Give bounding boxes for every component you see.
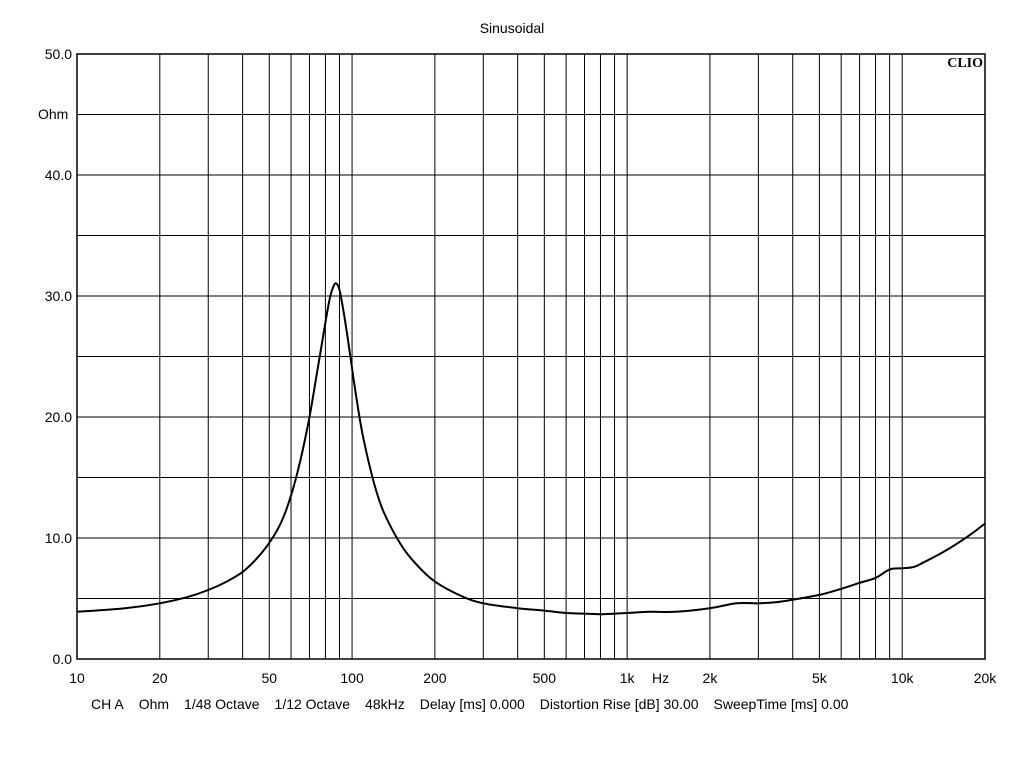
x-tick-label: 10: [69, 670, 85, 686]
x-tick-label: 1k: [620, 670, 636, 686]
chart-title: Sinusoidal: [480, 20, 545, 36]
y-tick-label: 20.0: [45, 409, 72, 425]
distortion-rise-label: Distortion Rise [dB] 30.00: [539, 696, 699, 712]
delay-label: Delay [ms] 0.000: [419, 696, 525, 712]
y-tick-label: 40.0: [45, 167, 72, 183]
y-axis: 0.0 10.0 20.0 30.0 40.0 50.0: [45, 46, 72, 667]
brand-watermark: CLIO: [947, 56, 983, 71]
x-tick-label: 20k: [974, 670, 998, 686]
sweep-time-label: SweepTime [ms] 0.00: [713, 696, 849, 712]
x-axis-label: Hz: [652, 670, 669, 686]
y-tick-label: 30.0: [45, 288, 72, 304]
x-tick-label: 5k: [812, 670, 828, 686]
impedance-series-line: [76, 282, 986, 616]
y-axis-label: Ohm: [38, 106, 68, 122]
y-tick-label: 0.0: [53, 651, 73, 667]
x-tick-label: 20: [152, 670, 168, 686]
x-tick-label: 50: [261, 670, 277, 686]
smoothing-label: 1/48 Octave: [184, 696, 260, 712]
unit-label: Ohm: [138, 696, 170, 712]
resolution-label: 1/12 Octave: [274, 696, 351, 712]
x-tick-label: 200: [423, 670, 447, 686]
x-tick-label: 10k: [891, 670, 915, 686]
measurement-settings-bar: CH A Ohm 1/48 Octave 1/12 Octave 48kHz Delay …: [91, 696, 863, 712]
x-tick-label: 2k: [703, 670, 719, 686]
channel-label: CH A: [91, 696, 124, 712]
y-tick-label: 50.0: [45, 46, 72, 62]
x-tick-label: 500: [533, 670, 557, 686]
x-tick-label: 100: [340, 670, 364, 686]
y-tick-label: 10.0: [45, 530, 72, 546]
x-axis: 10 20 50 100 200 500 1k 2k 5k 10k 20k: [69, 670, 997, 686]
grid: [77, 54, 985, 659]
sample-rate-label: 48kHz: [365, 696, 405, 712]
